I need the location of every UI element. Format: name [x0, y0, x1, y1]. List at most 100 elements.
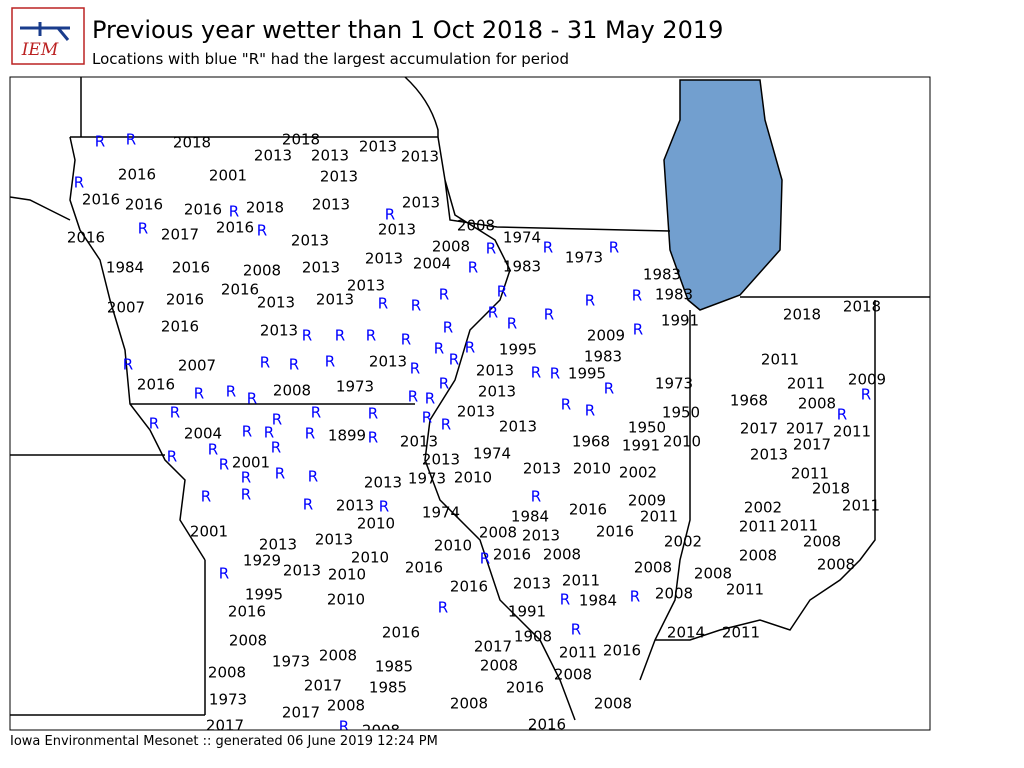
station-label: 1950	[662, 404, 700, 422]
station-label: 2008	[273, 382, 311, 400]
station-label: R	[170, 404, 180, 422]
logo: IEM	[11, 7, 85, 65]
station-label: R	[560, 591, 570, 609]
station-label: R	[149, 415, 159, 433]
station-label: R	[325, 353, 335, 371]
station-label: R	[609, 239, 619, 257]
station-label: 1973	[272, 653, 310, 671]
station-label: 2018	[282, 131, 320, 149]
station-label: R	[434, 340, 444, 358]
station-label: 2018	[783, 306, 821, 324]
station-label: 2017	[474, 638, 512, 656]
station-label: R	[585, 402, 595, 420]
station-label: 2008	[739, 547, 777, 565]
station-label: R	[468, 259, 478, 277]
station-label: 2013	[312, 196, 350, 214]
station-label: 2008	[432, 238, 470, 256]
station-label: 1973	[565, 249, 603, 267]
station-label: R	[208, 441, 218, 459]
station-label: 2011	[787, 375, 825, 393]
station-label: 2016	[450, 578, 488, 596]
station-label: 1950	[628, 419, 666, 437]
station-label: 2010	[357, 515, 395, 533]
station-label: 2018	[173, 134, 211, 152]
station-label: R	[480, 550, 490, 568]
station-label: 2008	[817, 556, 855, 574]
station-label: 2013	[422, 451, 460, 469]
station-label: 2010	[328, 566, 366, 584]
station-label: 2018	[246, 199, 284, 217]
station-label: 2008	[229, 632, 267, 650]
station-label: 2013	[457, 403, 495, 421]
station-label: 2002	[744, 499, 782, 517]
station-label: 2018	[843, 298, 881, 316]
station-label: 2017	[786, 420, 824, 438]
station-label: R	[571, 621, 581, 639]
station-label: 2016	[161, 318, 199, 336]
station-label: 2013	[378, 221, 416, 239]
station-label: 1984	[579, 592, 617, 610]
station-label: 2013	[291, 232, 329, 250]
station-label: 1973	[655, 375, 693, 393]
station-label: 2008	[319, 647, 357, 665]
station-label: 2016	[603, 642, 641, 660]
station-label: 2013	[320, 168, 358, 186]
station-label: R	[531, 364, 541, 382]
station-label: 2013	[347, 277, 385, 295]
station-label: R	[242, 423, 252, 441]
station-label: 2010	[327, 591, 365, 609]
station-label: 2010	[454, 469, 492, 487]
station-label: R	[138, 220, 148, 238]
station-label: 2013	[402, 194, 440, 212]
station-label: 2013	[478, 383, 516, 401]
station-label: 2010	[573, 460, 611, 478]
logo-icon	[20, 22, 70, 41]
station-label: 2008	[362, 722, 400, 740]
station-label: R	[275, 465, 285, 483]
station-label: 2011	[739, 518, 777, 536]
station-label: 2011	[726, 581, 764, 599]
station-label: 1908	[514, 628, 552, 646]
station-label: R	[379, 498, 389, 516]
station-label: 2008	[803, 533, 841, 551]
station-label: 2011	[833, 423, 871, 441]
station-label: 2016	[405, 559, 443, 577]
station-label: 2008	[554, 666, 592, 684]
station-label: R	[219, 456, 229, 474]
station-label: 2013	[364, 474, 402, 492]
station-label: R	[226, 383, 236, 401]
station-label: 2001	[190, 523, 228, 541]
station-label: R	[272, 411, 282, 429]
station-label: 2017	[793, 436, 831, 454]
station-label: 1974	[473, 445, 511, 463]
station-label: R	[167, 448, 177, 466]
station-label: 2017	[304, 677, 342, 695]
station-label: 2016	[137, 376, 175, 394]
station-label: 2013	[254, 147, 292, 165]
station-label: 2008	[634, 559, 672, 577]
station-label: 2016	[506, 679, 544, 697]
station-label: R	[368, 405, 378, 423]
station-label: 1929	[243, 552, 281, 570]
station-label: 2001	[232, 454, 270, 472]
station-label: 1995	[499, 341, 537, 359]
station-label: 1983	[503, 258, 541, 276]
station-label: 2013	[311, 147, 349, 165]
station-label: 2013	[257, 294, 295, 312]
station-label: R	[585, 292, 595, 310]
station-label: 2017	[206, 717, 244, 735]
station-label: R	[219, 565, 229, 583]
station-label: 2008	[327, 697, 365, 715]
station-label: 2013	[513, 575, 551, 593]
station-label: 2013	[400, 433, 438, 451]
station-label: R	[438, 599, 448, 617]
station-label: 2013	[302, 259, 340, 277]
station-label: R	[308, 468, 318, 486]
station-label: R	[425, 390, 435, 408]
station-label: R	[486, 240, 496, 258]
station-label: R	[126, 131, 136, 149]
station-label: 2013	[336, 497, 374, 515]
station-label: 1973	[209, 691, 247, 709]
station-label: 1974	[422, 504, 460, 522]
